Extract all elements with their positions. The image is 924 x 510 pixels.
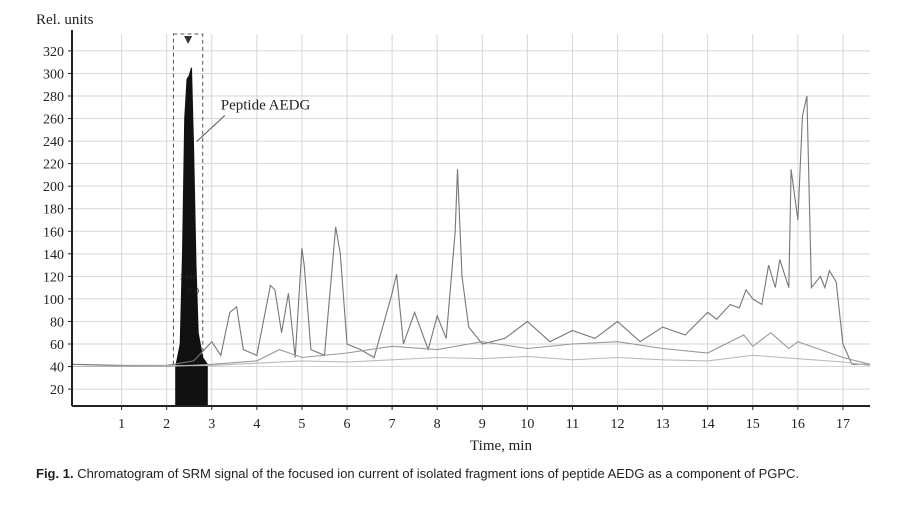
- peak-value-label: 850: [187, 286, 199, 295]
- series-line-3: [71, 354, 871, 368]
- series-group: [71, 67, 871, 407]
- series-line-1: [71, 95, 870, 366]
- x-tick-label: 6: [344, 417, 351, 432]
- caption-label: Fig. 1.: [36, 466, 74, 481]
- y-tick-label: 140: [43, 248, 64, 263]
- y-tick-label: 100: [43, 293, 64, 308]
- figure-caption: Fig. 1. Chromatogram of SRM signal of th…: [36, 466, 799, 481]
- x-tick-label: 13: [656, 417, 670, 432]
- y-tick-label: 260: [43, 113, 64, 128]
- window-marker-icon: [184, 36, 193, 44]
- x-tick-label: 10: [520, 417, 534, 432]
- caption-text: Chromatogram of SRM signal of the focuse…: [77, 466, 800, 481]
- y-tick-label: 320: [43, 45, 64, 60]
- window-box: [172, 33, 204, 367]
- y-tick-label: 180: [43, 203, 64, 218]
- y-tick-label: 20: [50, 383, 64, 398]
- x-tick-label: 7: [389, 417, 396, 432]
- series-peak-0: [175, 67, 208, 407]
- x-tick-label: 2: [163, 417, 170, 432]
- x-tick-label: 15: [746, 417, 760, 432]
- x-tick-label: 14: [701, 417, 715, 432]
- peak-value-label: 2444: [180, 273, 196, 282]
- peptide-label: Peptide AEDG: [221, 98, 311, 114]
- y-tick-label: 240: [43, 135, 64, 150]
- x-tick-label: 11: [566, 417, 579, 432]
- x-axis-label: Time, min: [470, 438, 532, 454]
- y-tick-label: 200: [43, 180, 64, 195]
- y-tick-label: 120: [43, 270, 64, 285]
- y-tick-label: 40: [50, 361, 64, 376]
- x-tick-label: 16: [791, 417, 805, 432]
- y-tick-label: 80: [50, 315, 64, 330]
- x-tick-label: 4: [253, 417, 260, 432]
- peptide-label-leader: [196, 115, 226, 142]
- axes: [71, 30, 870, 407]
- x-tick-label: 3: [208, 417, 215, 432]
- tick-labels: 1 2 3 4 5 6 7 8 9 10 11 12 13 14 15 16 17204060801001201…: [43, 45, 850, 432]
- y-axis-label: Rel. units: [36, 12, 94, 28]
- y-tick-label: 220: [43, 158, 64, 173]
- x-tick-label: 1: [118, 417, 125, 432]
- x-tick-label: 8: [434, 417, 441, 432]
- series-line-2: [72, 331, 871, 368]
- highlight-window: [172, 33, 204, 367]
- grid: [72, 34, 870, 406]
- y-tick-label: 160: [43, 225, 64, 240]
- chromatogram-chart: 1 2 3 4 5 6 7 8 9 10 11 12 13 14 15 16 17204060801001201…: [36, 12, 871, 454]
- annotations: Peptide AEDG 2444 850: [180, 98, 310, 296]
- y-tick-label: 280: [43, 90, 64, 105]
- x-tick-label: 9: [479, 417, 486, 432]
- x-tick-label: 12: [611, 417, 625, 432]
- x-tick-label: 17: [836, 417, 850, 432]
- y-tick-label: 300: [43, 67, 64, 82]
- y-tick-label: 60: [50, 338, 64, 353]
- x-tick-label: 5: [298, 417, 305, 432]
